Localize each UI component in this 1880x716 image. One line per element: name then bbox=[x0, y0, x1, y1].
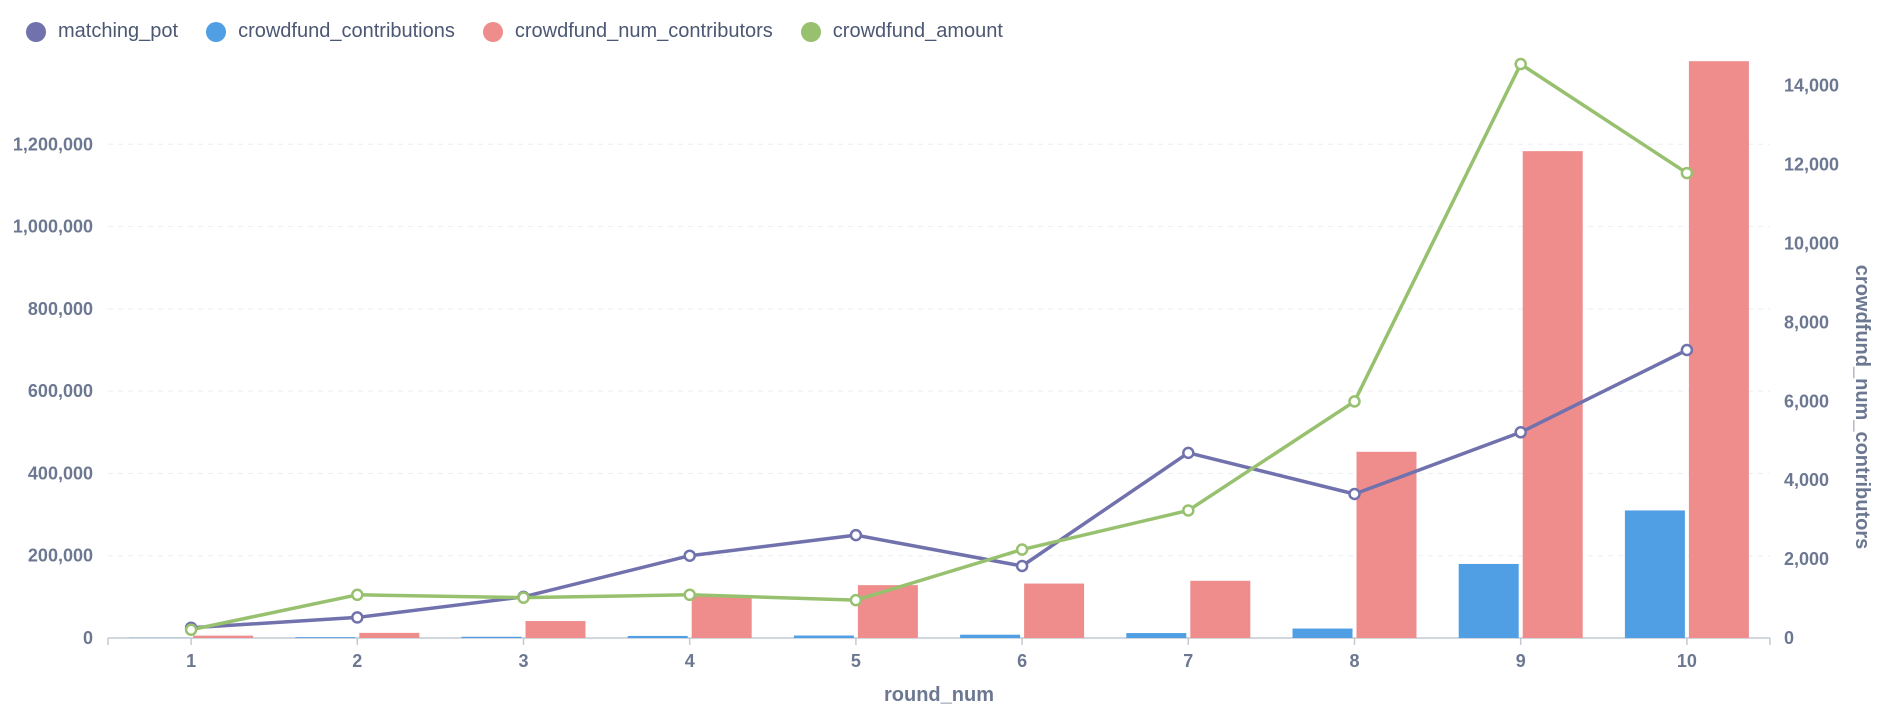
legend-swatch bbox=[800, 21, 821, 42]
point-crowdfund-amount bbox=[683, 588, 696, 602]
point-crowdfund-amount bbox=[1015, 543, 1029, 556]
bar-crowdfund-num-contributors bbox=[691, 596, 752, 638]
bar-crowdfund-contributions bbox=[1126, 633, 1187, 638]
bar-crowdfund-num-contributors bbox=[1688, 61, 1749, 639]
x-tick-label: 8 bbox=[1349, 651, 1359, 671]
point-matching-pot bbox=[849, 528, 863, 542]
point-matching-pot bbox=[1348, 487, 1361, 501]
y-right-tick-label: 8,000 bbox=[1784, 312, 1829, 332]
bar-crowdfund-num-contributors bbox=[1024, 583, 1085, 638]
legend-item-crowdfund-amount[interactable]: crowdfund_amount bbox=[800, 20, 1003, 43]
bars bbox=[129, 61, 1749, 639]
point-crowdfund-amount bbox=[184, 623, 198, 637]
point-crowdfund-amount bbox=[849, 593, 863, 607]
legend-label: crowdfund_num_contributors bbox=[514, 20, 773, 42]
point-matching-pot bbox=[1182, 446, 1195, 460]
point-crowdfund-amount bbox=[517, 591, 530, 604]
axes bbox=[107, 637, 1771, 645]
line-matching-pot bbox=[190, 348, 1688, 630]
point-crowdfund-amount bbox=[1680, 166, 1694, 180]
y-right-tick-label: 12,000 bbox=[1784, 155, 1839, 175]
x-axis-title: round_num bbox=[884, 684, 994, 706]
bar-crowdfund-contributions bbox=[295, 637, 356, 638]
y-left-tick-label: 800,000 bbox=[28, 299, 93, 319]
legend: matching_pot crowdfund_contributions cro… bbox=[26, 20, 1031, 43]
legend-label: crowdfund_amount bbox=[832, 20, 1003, 42]
bar-crowdfund-num-contributors bbox=[1356, 451, 1417, 638]
y-axis-right-title: crowdfund_num_contributors bbox=[1851, 265, 1873, 549]
legend-swatch bbox=[26, 21, 46, 42]
bar-crowdfund-contributions bbox=[461, 636, 522, 638]
x-tick-label: 5 bbox=[851, 651, 861, 671]
point-crowdfund-amount bbox=[351, 588, 364, 602]
tick-labels: 0 200,000 400,000 600,000 800,000 1,000,000 1,… bbox=[13, 76, 1839, 671]
y-left-tick-label: 1,200,000 bbox=[13, 134, 93, 154]
point-matching-pot bbox=[1680, 343, 1694, 357]
y-left-tick-label: 0 bbox=[83, 628, 93, 648]
x-tick-label: 10 bbox=[1677, 651, 1697, 671]
y-right-tick-label: 4,000 bbox=[1784, 470, 1829, 490]
y-right-tick-label: 6,000 bbox=[1784, 391, 1829, 411]
legend-item-crowdfund-contributions[interactable]: crowdfund_contributions bbox=[206, 20, 455, 43]
bar-crowdfund-contributions bbox=[1458, 563, 1519, 638]
bar-crowdfund-contributions bbox=[793, 635, 854, 638]
y-right-tick-label: 2,000 bbox=[1784, 549, 1829, 569]
x-tick-label: 6 bbox=[1017, 651, 1027, 671]
line-crowdfund-amount bbox=[190, 62, 1688, 632]
x-tick-label: 4 bbox=[685, 651, 695, 671]
x-tick-label: 3 bbox=[518, 651, 528, 671]
y-left-tick-label: 200,000 bbox=[28, 546, 93, 566]
bar-crowdfund-contributions bbox=[627, 635, 688, 638]
point-matching-pot bbox=[683, 549, 696, 562]
point-matching-pot bbox=[1015, 559, 1029, 573]
point-matching-pot bbox=[1514, 426, 1527, 439]
bar-crowdfund-num-contributors bbox=[1522, 151, 1583, 639]
y-right-tick-label: 0 bbox=[1784, 628, 1794, 648]
point-crowdfund-amount bbox=[1348, 395, 1361, 408]
x-tick-label: 2 bbox=[352, 651, 362, 671]
legend-swatch bbox=[482, 21, 503, 42]
bar-crowdfund-num-contributors bbox=[193, 635, 254, 638]
y-left-tick-label: 600,000 bbox=[28, 381, 93, 401]
legend-label: matching_pot bbox=[58, 20, 179, 42]
legend-item-crowdfund-num-contributors[interactable]: crowdfund_num_contributors bbox=[482, 20, 773, 43]
x-tick-label: 1 bbox=[186, 651, 196, 671]
point-crowdfund-amount bbox=[1514, 57, 1527, 71]
y-left-tick-label: 1,000,000 bbox=[13, 217, 93, 237]
gridlines bbox=[108, 143, 1770, 557]
x-tick-label: 9 bbox=[1516, 651, 1526, 671]
point-crowdfund-amount bbox=[1182, 504, 1195, 517]
y-right-tick-label: 14,000 bbox=[1784, 76, 1839, 96]
bar-crowdfund-num-contributors bbox=[1190, 580, 1251, 638]
legend-item-matching-pot[interactable]: matching_pot bbox=[26, 20, 178, 43]
x-tick-label: 7 bbox=[1183, 651, 1193, 671]
legend-swatch bbox=[206, 21, 227, 42]
bar-crowdfund-contributions bbox=[960, 634, 1021, 638]
lines bbox=[184, 57, 1694, 637]
bar-crowdfund-contributions bbox=[1292, 628, 1353, 638]
y-left-tick-label: 400,000 bbox=[28, 463, 93, 483]
bar-crowdfund-num-contributors bbox=[525, 621, 586, 638]
bar-crowdfund-contributions bbox=[1624, 510, 1685, 638]
y-right-tick-label: 10,000 bbox=[1784, 233, 1839, 253]
bar-crowdfund-num-contributors bbox=[857, 585, 918, 638]
point-matching-pot bbox=[351, 611, 364, 624]
legend-label: crowdfund_contributions bbox=[238, 20, 455, 42]
bar-crowdfund-num-contributors bbox=[359, 632, 420, 638]
